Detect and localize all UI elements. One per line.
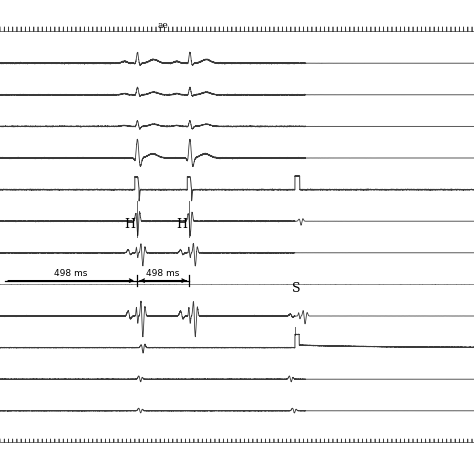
Text: 498 ms: 498 ms — [146, 269, 180, 278]
Text: H: H — [124, 219, 135, 231]
Text: 498 ms: 498 ms — [55, 269, 88, 278]
Text: ae: ae — [158, 21, 169, 30]
Text: S: S — [292, 283, 300, 295]
Text: H: H — [176, 219, 188, 231]
